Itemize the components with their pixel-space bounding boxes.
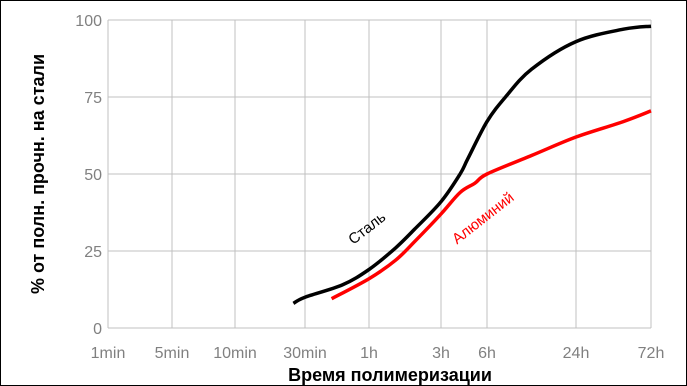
- x-axis-title: Время полимеризации: [288, 365, 492, 385]
- grid: [107, 19, 652, 329]
- series-line: [330, 109, 652, 301]
- series-lines: [292, 24, 652, 305]
- y-axis-title: % от полн. прочн. на стали: [28, 54, 48, 294]
- x-tick-label: 6h: [478, 345, 496, 362]
- series-line: [292, 24, 652, 305]
- x-tick-labels: 1min 5min 10min 30min 1h 3h 6h 24h 72h: [91, 345, 665, 362]
- x-tick-label: 24h: [563, 345, 590, 362]
- series-labels: Сталь Алюминий: [345, 189, 517, 248]
- x-tick-label: 5min: [155, 345, 190, 362]
- x-tick-label: 1h: [360, 345, 378, 362]
- x-tick-label: 3h: [432, 345, 450, 362]
- x-tick-label: 30min: [283, 345, 327, 362]
- series-label: Сталь: [345, 209, 389, 249]
- x-tick-label: 72h: [638, 345, 665, 362]
- series-label: Алюминий: [449, 189, 517, 248]
- y-tick-labels: 0 25 50 75 100: [75, 13, 102, 338]
- y-tick-label: 100: [75, 13, 102, 30]
- x-tick-label: 10min: [213, 345, 257, 362]
- y-tick-label: 75: [84, 90, 102, 107]
- y-tick-label: 0: [93, 321, 102, 338]
- y-tick-label: 25: [84, 244, 102, 261]
- y-tick-label: 50: [84, 167, 102, 184]
- x-tick-label: 1min: [91, 345, 126, 362]
